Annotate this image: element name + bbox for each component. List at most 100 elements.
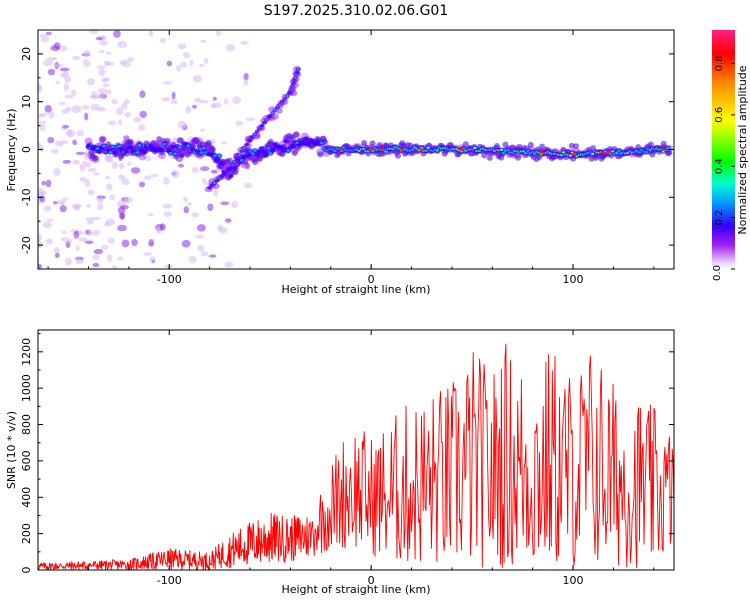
spectrogram-noise-cell [106,254,113,262]
spectrogram-noise-cell [187,202,192,206]
spectrogram-band-cell [493,142,500,149]
spectrogram-noise-cell [55,80,60,85]
spectrogram-band-core [217,154,222,157]
spectrogram-noise-cell [121,239,130,248]
spectrogram-xlabel: Height of straight line (km) [281,283,430,296]
spectrogram-band-cell [209,146,216,153]
spectrogram-peak [570,153,577,156]
spectrogram-noise-cell [61,230,68,234]
spectrogram-noise-cell [235,120,244,126]
spectrogram-band-core [218,161,225,166]
spectrogram-peak [606,151,613,154]
spectrogram-band-core [173,152,178,155]
spectrogram-noise-cell [70,89,77,97]
spectrogram-noise-cell [243,72,249,81]
spectrogram-noise-cell [105,89,112,95]
spectrogram-band-core [214,157,221,162]
spectrogram-noise-cell [97,88,107,94]
spectrogram-band-core [178,153,185,158]
spectrogram-band-cell [177,137,184,144]
spectrogram-band-cell [164,137,171,144]
spectrogram-noise-cell [111,99,118,105]
spectrogram-diagonal-cell [274,107,283,114]
spectrogram-diagonal-core [259,123,265,128]
spectrogram-noise-cell [45,238,53,245]
spectrogram-noise-cell [143,175,152,180]
spectrogram-diagonal-core [238,153,241,156]
spectrogram-noise-cell [200,166,210,172]
spectrogram-noise-cell [182,196,189,203]
spectrogram-noise-cell [192,75,202,83]
spectrogram-noise-cell [127,161,132,166]
spectrogram-noise-cell [181,239,191,248]
spectrogram-noise-cell [59,140,69,145]
spectrogram-band-core [135,151,140,154]
spectrogram-noise-cell [90,103,100,111]
snr-ytick-label: 200 [20,523,33,544]
spectrogram-noise-cell [220,201,230,206]
spectrogram-band-core [424,149,429,152]
spectrogram-band-cell [92,155,99,162]
spectrogram-noise-cell [63,83,69,92]
spectrogram-noise-cell [188,255,197,264]
spectrogram-noise-cell [245,117,256,121]
spectrogram-band-cell [127,139,134,146]
spectrogram-noise-cell [79,177,87,182]
spectrogram-noise-cell [84,179,91,187]
spectrogram-noise-cell [118,174,126,181]
spectrogram-noise-cell [88,230,94,237]
spectrogram-noise-cell [39,34,49,38]
spectrogram-noise-cell [189,59,194,67]
spectrogram-peak [418,148,425,151]
spectrogram-peak [398,148,405,151]
spectrogram-noise-cell [38,84,42,91]
spectrogram-ytick-label: 0 [20,146,33,153]
snr-ytick-label: 1200 [20,338,33,366]
spectrogram-band-core [435,149,439,152]
spectrogram-band-core [301,141,307,146]
spectrogram-noise-cell [38,121,47,125]
spectrogram-noise-cell [115,107,124,116]
spectrogram-band-core [305,141,312,147]
spectrogram-noise-cell [198,99,209,104]
spectrogram-band-core [194,148,201,153]
spectrogram-noise-cell [147,213,154,217]
spectrogram-noise-cell [102,83,110,88]
spectrogram-noise-cell [38,240,43,249]
spectrogram-noise-cell [231,96,241,105]
spectrogram-noise-cell [64,75,72,83]
spectrogram-band-cell [291,150,298,157]
spectrogram-noise-cell [207,203,214,211]
spectrogram-noise-cell [155,227,162,234]
spectrogram-band-core [266,146,271,150]
spectrogram-noise-cell [122,59,131,68]
spectrogram-noise-cell [67,129,73,137]
spectrogram-noise-cell [47,68,56,76]
spectrogram-noise-cell [195,234,205,239]
spectrogram-noise-cell [42,221,52,229]
snr-ylabel: SNR (10 * v/v) [5,411,18,489]
spectrogram-band-core [127,144,134,150]
spectrogram-noise-cell [162,81,173,85]
spectrogram-noise-cell [117,119,123,126]
spectrogram-ytick-label: -20 [20,236,33,254]
spectrogram-noise-cell [38,233,43,241]
spectrogram-band-core [256,149,263,154]
spectrogram-band-core [290,143,296,149]
spectrogram-noise-cell [87,189,95,196]
spectrogram-noise-cell [103,221,110,227]
spectrogram-noise-cell [78,237,88,242]
spectrogram-band-core [170,145,176,150]
spectrogram-noise-cell [200,39,207,43]
spectrogram-noise-cell [240,40,249,45]
spectrogram-band-cell [573,143,580,150]
spectrogram-noise-cell [138,181,146,188]
spectrogram-noise-cell [203,58,209,64]
spectrogram-xtick-label: 0 [368,273,375,286]
spectrogram-noise-cell [138,123,146,132]
snr-ytick-label: 0 [20,567,33,574]
spectrogram-band-peak [426,146,430,149]
spectrogram-noise-cell [159,37,166,43]
spectrogram-band-core [666,146,671,150]
